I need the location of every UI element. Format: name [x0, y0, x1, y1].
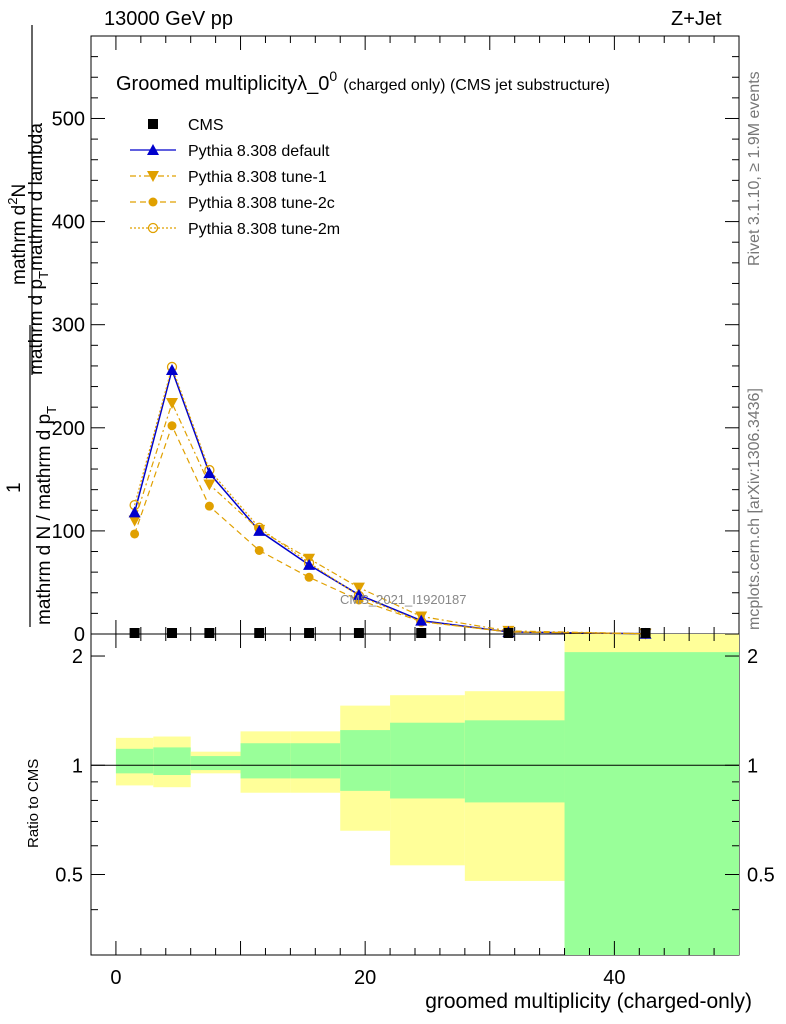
ratio-band-green	[290, 743, 341, 779]
ratio-ylabel: Ratio to CMS	[25, 759, 42, 848]
ratio-ytick-label: 1	[747, 755, 758, 777]
ratio-band-green	[564, 652, 739, 955]
ratio-ytick-label: 0.5	[55, 864, 83, 886]
ratio-band-green	[240, 743, 291, 779]
data-point	[353, 628, 364, 638]
analysis-watermark: CMS_2021_I1920187	[340, 592, 467, 607]
ratio-ytick-label: 0.5	[747, 864, 775, 886]
legend-label: Pythia 8.308 tune-2m	[188, 221, 340, 238]
legend-label: CMS	[188, 117, 224, 134]
ratio-band-green	[153, 747, 191, 776]
data-point	[167, 421, 177, 431]
ratio-ytick-label: 2	[747, 646, 758, 668]
ytick-label: 300	[52, 315, 85, 337]
data-point	[204, 628, 215, 638]
ytick-label: 400	[52, 212, 85, 234]
svg-text:mathrm d pTmathrm d lambda: mathrm d pTmathrm d lambda	[26, 123, 51, 375]
data-point	[128, 506, 141, 518]
svg-text:mathrm d2N: mathrm d2N	[5, 184, 30, 285]
ratio-ytick-label: 2	[72, 646, 83, 668]
data-point	[203, 479, 216, 491]
ytick-label: 200	[52, 418, 85, 440]
ratio-bands	[115, 634, 739, 955]
xlabel: groomed multiplicity (charged-only)	[425, 990, 752, 1013]
data-point	[254, 628, 265, 638]
ratio-ytick-label: 1	[72, 755, 83, 777]
svg-text:mathrm d N / mathrm d pT: mathrm d N / mathrm d pT	[34, 406, 59, 625]
main-ylabel: mathrm d N / mathrm d pT 1 mathrm d pTma…	[4, 25, 59, 627]
ratio-band-green	[340, 730, 391, 791]
data-point	[416, 628, 427, 638]
data-point	[147, 222, 159, 234]
data-point	[204, 501, 214, 511]
svg-text:1: 1	[4, 482, 25, 493]
data-point	[130, 529, 140, 539]
xtick-label: 0	[110, 967, 121, 989]
data-point	[503, 628, 514, 638]
data-point	[253, 524, 266, 536]
data-point	[166, 364, 178, 376]
data-point	[352, 582, 365, 594]
data-point	[129, 628, 140, 638]
series-markers	[128, 361, 652, 640]
axis-ticks: 0 100 200 300 400 500 0 20 40 0.5 0.5 1 1 2 2	[52, 35, 775, 989]
data-point	[304, 628, 315, 638]
data-point	[128, 515, 141, 527]
legend-label: Pythia 8.308 tune-1	[188, 169, 327, 186]
legend-label: Pythia 8.308 tune-2c	[188, 195, 335, 212]
data-point	[148, 119, 158, 129]
data-point	[203, 467, 216, 479]
data-point	[415, 614, 428, 626]
process-label: Z+Jet	[671, 8, 722, 30]
legend: CMS Pythia 8.308 default Pythia 8.308 tune…	[130, 117, 340, 238]
ratio-band-green	[190, 756, 241, 771]
data-point	[303, 558, 316, 570]
data-point	[352, 588, 365, 600]
data-point	[167, 628, 177, 638]
data-point	[304, 572, 314, 582]
ratio-band-green	[390, 722, 465, 799]
ytick-label: 0	[74, 624, 85, 646]
data-point	[166, 398, 178, 410]
legend-label: Pythia 8.308 default	[188, 143, 330, 160]
energy-label: 13000 GeV pp	[104, 8, 233, 30]
data-point	[148, 197, 158, 207]
ratio-band-green	[464, 720, 565, 803]
ytick-label: 500	[52, 108, 85, 130]
series-line	[134, 424, 646, 635]
ratio-band-green	[115, 748, 154, 774]
chart-title: Groomed multiplicityλ_00(charged only) (…	[116, 68, 610, 95]
xtick-label: 40	[603, 967, 625, 989]
xtick-label: 20	[354, 967, 376, 989]
data-point	[640, 628, 651, 638]
data-point	[147, 171, 159, 182]
data-point	[147, 144, 159, 155]
ytick-label: 100	[52, 521, 85, 543]
data-point	[254, 545, 264, 555]
